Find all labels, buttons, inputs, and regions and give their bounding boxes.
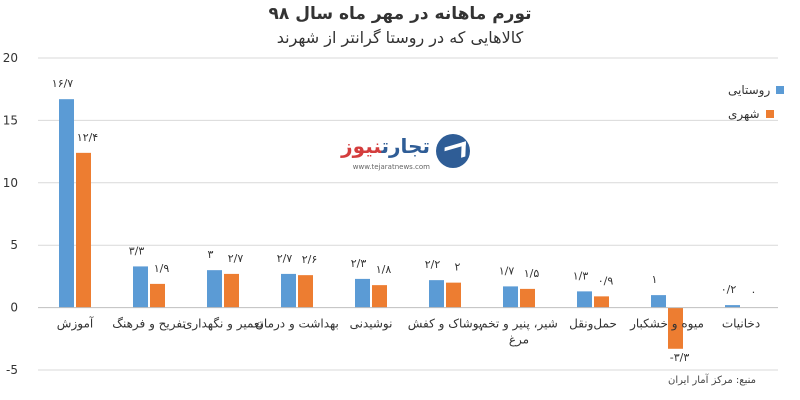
y-tick-label: 15 (3, 113, 18, 127)
bar-urban (668, 307, 683, 349)
bar-urban (76, 152, 91, 308)
source-note: منبع: مرکز آمار ایران (668, 375, 756, 386)
y-tick-label: -5 (6, 363, 18, 377)
bar-rural (207, 270, 222, 308)
data-label-rural: ۱۶/۷ (52, 77, 74, 90)
logo-text: تجارتنیوز (341, 134, 430, 158)
legend: روستایی شهری (728, 78, 792, 126)
data-label-rural: ۳ (208, 248, 214, 261)
data-label-rural: ۳/۳ (129, 244, 145, 257)
data-label-urban: -۳/۳ (670, 351, 690, 364)
bar-urban (150, 283, 165, 308)
bar-rural (133, 266, 148, 308)
x-tick-label: نوشیدنی (350, 317, 393, 332)
data-label-urban: ۱/۸ (376, 263, 392, 276)
bar-urban (594, 296, 609, 308)
x-tick-label: تعمیر و نگهداری (183, 317, 263, 332)
data-label-urban: ۲/۶ (302, 253, 318, 266)
x-tick-label: دخانیات (722, 317, 760, 331)
data-label-urban: ۱/۹ (154, 262, 170, 275)
y-tick-label: 20 (3, 51, 18, 65)
bar-rural (281, 273, 296, 308)
data-label-rural: ۲/۳ (351, 257, 367, 270)
data-label-rural: ۰/۲ (721, 283, 737, 296)
bar-urban (372, 285, 387, 308)
y-tick-label: 5 (10, 238, 18, 252)
x-tick-label: آموزش (57, 316, 94, 332)
data-label-urban: ۰ (751, 286, 757, 299)
data-label-urban: ۱/۵ (524, 267, 540, 280)
data-label-rural: ۱/۳ (573, 269, 589, 282)
bar-urban (520, 288, 535, 308)
chart-title: تورم ماهانه در مهر ماه سال ۹۸ (268, 4, 532, 24)
x-tick-label: حمل‌ونقل (569, 317, 617, 332)
y-tick-label: 0 (10, 301, 18, 315)
legend-swatch-rural (776, 86, 785, 94)
data-label-urban: ۰/۹ (598, 274, 614, 287)
bar-rural (651, 295, 666, 308)
bar-rural (429, 280, 444, 308)
x-tick-label: شیر، پنیر و تخم مرغ (480, 317, 558, 348)
x-tick-label: پوشاک و کفش (408, 317, 483, 332)
logo-url: www.tejaratnews.com (352, 163, 430, 171)
bar-urban (446, 282, 461, 308)
data-label-urban: ۱۲/۴ (77, 131, 99, 144)
watermark-logo: تجارتنیوز www.tejaratnews.com (328, 128, 470, 180)
chart-subtitle: کالاهایی که در روستا گرانتر از شهرند (276, 28, 524, 47)
data-label-urban: ۲ (455, 261, 461, 274)
legend-item-urban: شهری (728, 102, 792, 126)
data-label-rural: ۱ (652, 273, 658, 286)
legend-swatch-urban (765, 110, 774, 118)
logo-mark-icon (436, 134, 470, 168)
bar-rural (725, 305, 740, 308)
x-tick-label: میوه و خشکبار (629, 317, 704, 332)
bar-rural (577, 291, 592, 308)
bar-rural (355, 278, 370, 308)
data-label-rural: ۲/۲ (425, 258, 441, 271)
x-tick-label: تفریح و فرهنگ (112, 317, 186, 332)
x-tick-label: بهداشت و درمان (255, 317, 339, 332)
bar-rural (503, 286, 518, 308)
data-label-rural: ۱/۷ (499, 264, 515, 277)
legend-item-rural: روستایی (728, 78, 792, 102)
bar-rural (59, 99, 74, 308)
bar-urban (298, 275, 313, 308)
data-label-urban: ۲/۷ (228, 252, 244, 265)
data-label-rural: ۲/۷ (277, 252, 293, 265)
bar-urban (224, 273, 239, 308)
legend-label-rural: روستایی (728, 83, 771, 97)
y-tick-label: 10 (3, 176, 18, 190)
legend-label-urban: شهری (728, 107, 760, 121)
